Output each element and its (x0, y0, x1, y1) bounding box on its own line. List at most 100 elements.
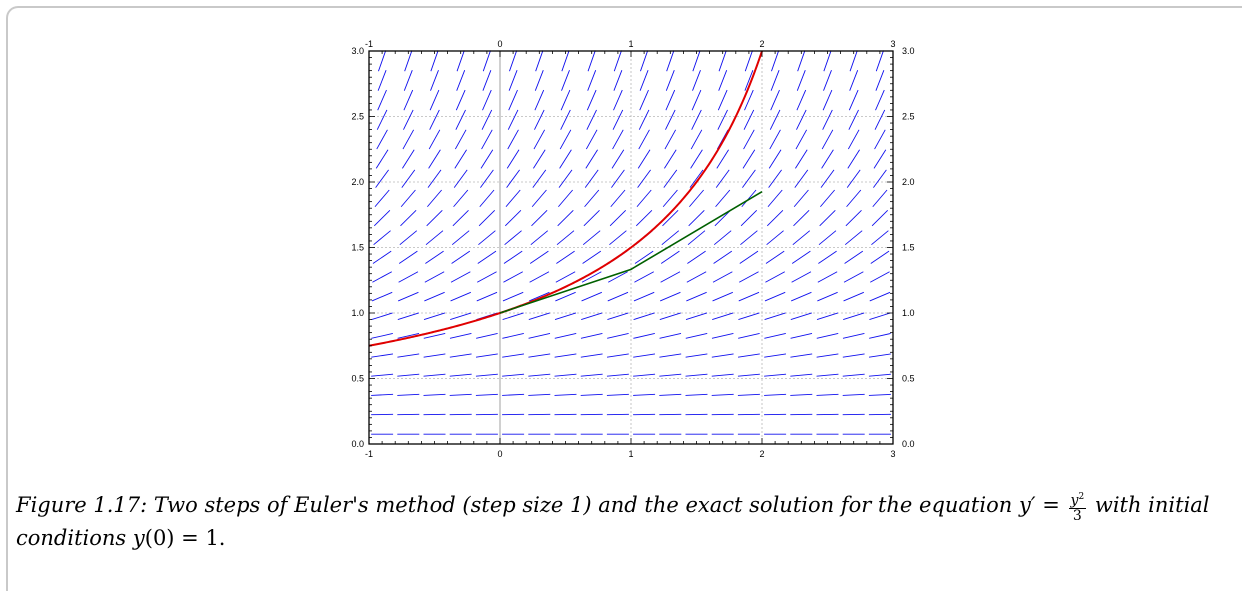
slope-segment (640, 50, 649, 72)
euler-steps-line (499, 191, 763, 314)
slope-segment (530, 230, 549, 246)
slope-segment (716, 129, 729, 150)
slope-segment (607, 333, 629, 339)
slope-segment (451, 250, 471, 264)
slope-segment (790, 353, 813, 358)
slope-segment (375, 149, 389, 169)
slope-segment (452, 209, 469, 227)
slope-segment (502, 291, 524, 302)
slope-segment (560, 89, 571, 111)
slope-segment (742, 169, 756, 188)
slope-segment (764, 312, 786, 321)
slope-segment (793, 209, 810, 227)
slope-segment (844, 250, 864, 264)
slope-segment (665, 70, 675, 91)
slope-segment (376, 109, 388, 130)
slope-segment (554, 353, 577, 358)
slope-segment (423, 373, 446, 377)
slope-segment (739, 271, 759, 283)
slope-segment (555, 291, 576, 302)
slope-segment (711, 393, 734, 396)
slope-segment (611, 149, 625, 169)
equation-fraction: y2 3 (1068, 490, 1087, 523)
slope-segment (449, 393, 472, 396)
slope-segment (507, 129, 519, 150)
slope-segment (793, 189, 809, 208)
slope-segment (611, 169, 625, 188)
slope-segment (502, 333, 524, 339)
slope-segment (692, 70, 701, 91)
slope-segment (456, 70, 466, 91)
slope-segment (449, 353, 472, 358)
slope-segment (790, 333, 813, 339)
slope-segment (534, 89, 545, 111)
slope-segment (685, 353, 708, 358)
slope-segment (869, 312, 891, 321)
slope-segment (455, 109, 466, 130)
slope-segment (528, 393, 551, 396)
slope-segment (842, 353, 865, 358)
slope-segment (822, 89, 833, 111)
slope-segment (790, 312, 812, 321)
slope-segment (690, 149, 703, 169)
slope-segment (554, 393, 577, 396)
condition-y: y (132, 525, 145, 550)
slope-segment (848, 89, 859, 111)
slope-segment (638, 129, 650, 150)
slope-segment (371, 393, 394, 396)
slope-segment (845, 209, 862, 227)
slope-segment (687, 230, 706, 246)
slope-segment (400, 209, 417, 227)
slope-segment (817, 291, 838, 302)
slope-segment (372, 250, 392, 264)
slope-segment (397, 393, 420, 396)
slope-segment (764, 353, 787, 358)
slope-segment (425, 250, 444, 264)
slope-segment (559, 129, 572, 150)
slope-segment (764, 373, 787, 377)
y-tick-label-left: 0.5 (351, 374, 364, 384)
slope-segment (821, 149, 834, 169)
slope-segment (556, 250, 575, 264)
y-tick-label-right: 0.0 (902, 439, 915, 449)
figure-frame (6, 6, 1242, 591)
slope-segment (479, 189, 495, 208)
exact-solution-curve (368, 50, 763, 347)
slope-segment (607, 312, 629, 321)
slope-segment (633, 312, 655, 321)
slope-segment (712, 291, 734, 302)
equation-lhs: y′ = (1018, 493, 1067, 517)
slope-segment (561, 70, 570, 91)
slope-segment (554, 333, 577, 339)
slope-segment (429, 109, 440, 130)
slope-segment (687, 250, 706, 264)
slope-segment (455, 89, 466, 111)
slope-segment (476, 333, 498, 339)
tick-marks (368, 50, 894, 445)
slope-segment (586, 89, 597, 111)
slope-segment (685, 373, 708, 377)
slope-segment (769, 109, 781, 130)
slope-segment (711, 333, 734, 339)
y-tick-label-left: 1.5 (351, 243, 364, 253)
slope-segment (659, 291, 681, 302)
slope-segment (377, 70, 387, 91)
slope-segment (423, 353, 446, 358)
slope-segment (871, 230, 889, 246)
y-tick-label-right: 2.0 (902, 177, 915, 187)
slope-segment (639, 70, 649, 91)
slope-segment (502, 312, 524, 321)
slope-segment (534, 70, 544, 91)
slope-segment (634, 271, 654, 283)
slope-segment (633, 393, 656, 396)
slope-segment (378, 50, 387, 72)
slope-segment (741, 189, 757, 208)
y-tick-label-left: 2.0 (351, 177, 364, 187)
slope-segment (502, 353, 525, 358)
slope-segment (481, 129, 493, 150)
slope-segment (869, 291, 891, 302)
slope-segment (717, 109, 728, 130)
slope-segment (691, 89, 702, 111)
slope-segment (847, 149, 860, 169)
slope-segment (508, 89, 518, 111)
